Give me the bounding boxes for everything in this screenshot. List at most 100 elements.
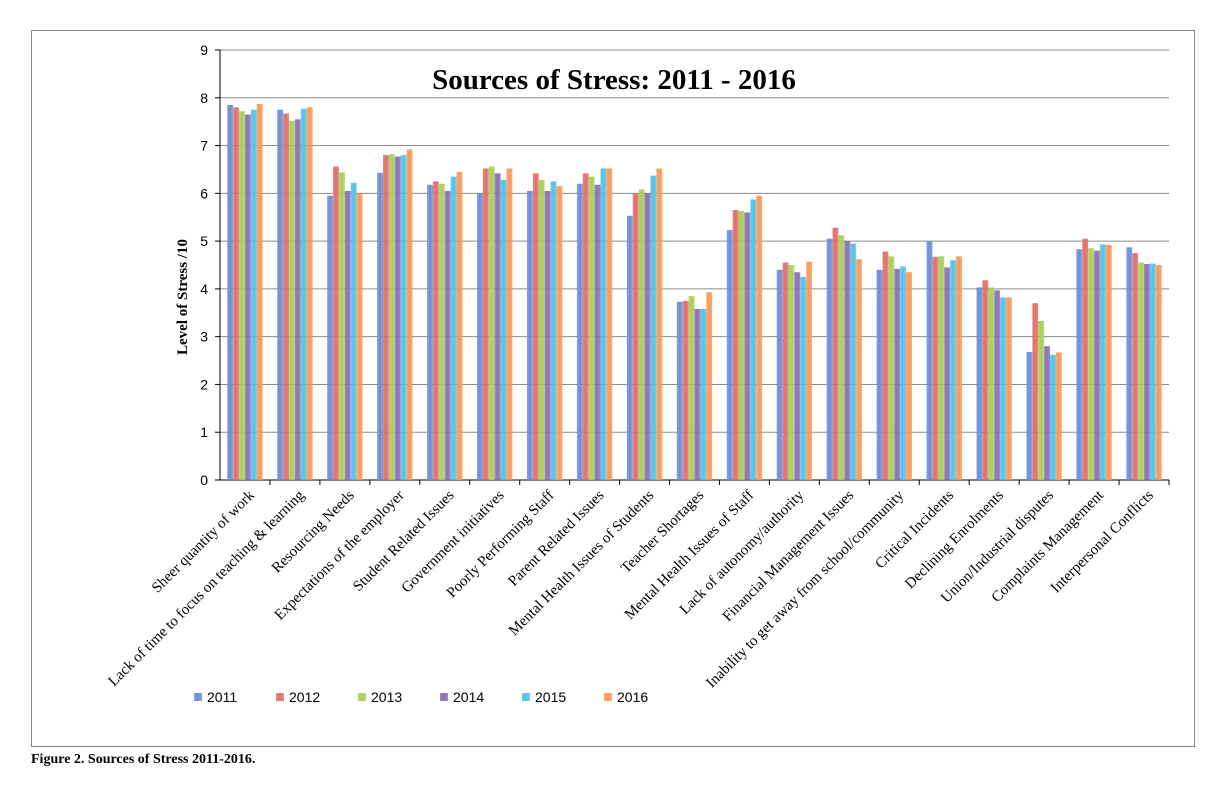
x-tick-label: Declining Enrolments xyxy=(902,487,1007,592)
bar-2014 xyxy=(544,190,551,480)
bar-2013 xyxy=(488,166,495,481)
y-axis-label: Level of Stress /10 xyxy=(175,239,191,355)
bar-2011 xyxy=(976,287,983,480)
bar-2014 xyxy=(244,114,251,480)
bar-2015 xyxy=(250,109,257,480)
bar-2013 xyxy=(388,154,395,480)
bar-2016 xyxy=(1005,297,1012,480)
bar-2016 xyxy=(1105,244,1112,480)
y-tick-label: 6 xyxy=(200,185,208,201)
bar-2015 xyxy=(850,243,857,480)
legend-swatch xyxy=(604,693,612,701)
bar-2011 xyxy=(227,104,234,480)
x-tick-label: Interpersonal Conflicts xyxy=(1048,487,1157,596)
bar-2011 xyxy=(477,193,483,481)
bar-2014 xyxy=(344,190,351,480)
bar-2016 xyxy=(1155,265,1162,480)
bar-2013 xyxy=(588,176,595,480)
bar-2013 xyxy=(938,256,945,480)
y-tick-label: 4 xyxy=(200,281,208,297)
bar-2012 xyxy=(383,155,389,480)
bar-2012 xyxy=(982,280,989,480)
bar-2011 xyxy=(1076,249,1083,480)
y-tick-label: 7 xyxy=(200,138,208,154)
bar-2015 xyxy=(900,266,907,480)
bar-2016 xyxy=(906,272,912,480)
bar-2014 xyxy=(1044,346,1051,480)
bar-2015 xyxy=(700,308,707,480)
bar-2015 xyxy=(350,182,357,481)
bar-2012 xyxy=(1082,238,1089,480)
bar-2013 xyxy=(838,235,845,480)
bar-2012 xyxy=(582,173,589,480)
bar-2012 xyxy=(233,107,240,480)
bar-2016 xyxy=(656,168,663,480)
bar-2011 xyxy=(526,190,533,480)
legend-label: 2011 xyxy=(207,689,237,705)
bar-2012 xyxy=(682,300,689,480)
bar-2013 xyxy=(1138,262,1145,480)
bar-2013 xyxy=(1088,248,1095,480)
bar-2012 xyxy=(333,166,339,481)
bar-2011 xyxy=(377,172,384,481)
bar-2012 xyxy=(782,262,789,480)
bar-2015 xyxy=(600,168,607,480)
bar-2015 xyxy=(950,260,957,480)
bar-2013 xyxy=(538,179,545,480)
bar-2016 xyxy=(356,193,363,481)
bar-2011 xyxy=(776,269,783,480)
bar-2015 xyxy=(400,155,407,480)
bar-2014 xyxy=(594,184,601,480)
bar-2011 xyxy=(277,109,284,480)
bar-2012 xyxy=(283,113,290,481)
bar-2013 xyxy=(239,111,245,481)
legend-label: 2014 xyxy=(453,689,484,705)
bar-2013 xyxy=(788,265,795,480)
y-tick-label: 8 xyxy=(200,90,208,106)
y-tick-label: 5 xyxy=(200,233,208,249)
x-tick-label: Parent Related Issues xyxy=(505,487,607,589)
bar-2013 xyxy=(338,172,345,481)
bar-2016 xyxy=(256,103,263,480)
bar-2012 xyxy=(632,193,639,481)
bar-2014 xyxy=(794,272,801,480)
bar-2014 xyxy=(694,308,701,480)
bar-2014 xyxy=(1144,264,1150,480)
bar-2016 xyxy=(306,107,313,480)
bar-2016 xyxy=(706,292,713,480)
bar-2015 xyxy=(500,179,507,480)
bar-2013 xyxy=(888,256,895,480)
bar-2013 xyxy=(638,189,645,480)
bar-2011 xyxy=(427,184,433,480)
bar-series xyxy=(227,103,1162,481)
bar-2012 xyxy=(532,173,539,480)
chart-title: Sources of Stress: 2011 - 2016 xyxy=(432,64,796,96)
bar-2014 xyxy=(394,156,401,480)
bar-2012 xyxy=(932,256,939,480)
bar-2016 xyxy=(1055,352,1062,480)
chart-frame: 0 1 2 3 4 5 6 7 8 9 Sheer quantity of work Lack of … xyxy=(31,30,1195,747)
bar-2011 xyxy=(327,195,334,480)
bar-2016 xyxy=(756,195,763,480)
bar-2014 xyxy=(444,190,451,480)
legend-swatch xyxy=(440,693,448,701)
bar-2014 xyxy=(844,241,851,480)
bar-2013 xyxy=(1038,320,1045,480)
bar-2016 xyxy=(806,261,813,480)
bar-2015 xyxy=(800,276,807,480)
bar-2011 xyxy=(576,183,583,480)
bar-2014 xyxy=(744,212,751,480)
bar-2014 xyxy=(644,193,651,481)
bar-2016 xyxy=(606,168,613,480)
bar-2015 xyxy=(300,108,307,481)
bar-2013 xyxy=(988,287,995,480)
bar-2014 xyxy=(994,290,1001,480)
bar-2011 xyxy=(676,301,683,480)
bar-2015 xyxy=(750,199,757,481)
bar-2016 xyxy=(406,149,413,480)
bar-2012 xyxy=(482,168,489,480)
bar-2012 xyxy=(732,210,739,481)
bar-2016 xyxy=(506,168,513,480)
legend-swatch xyxy=(276,693,284,701)
